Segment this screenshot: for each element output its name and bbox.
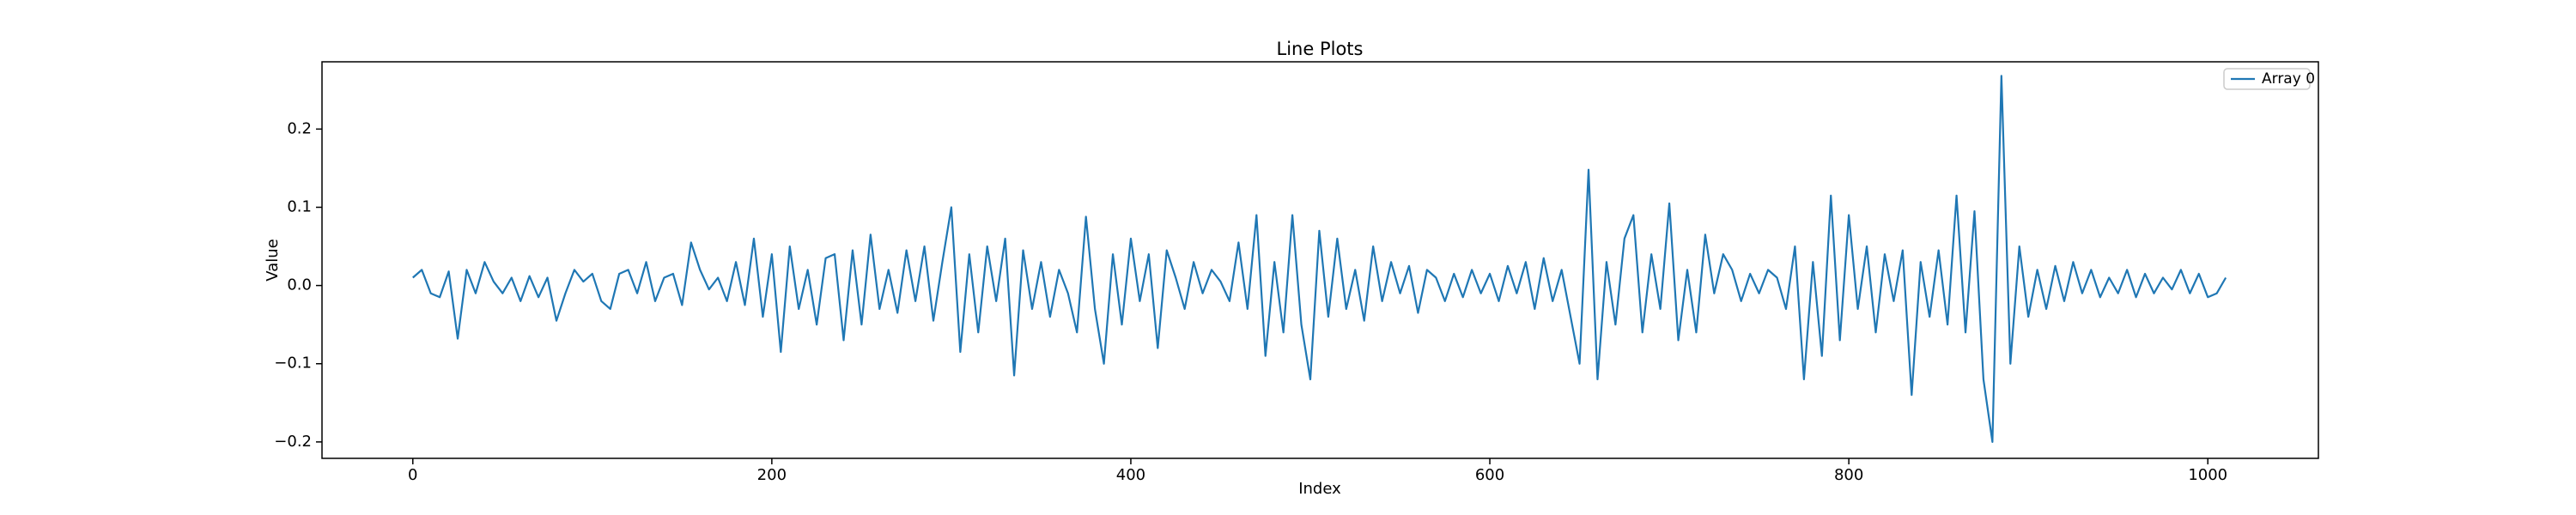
y-tick-label: 0.2 [287,119,312,137]
x-tick-label: 600 [1475,466,1504,484]
plot-frame [321,61,2319,459]
x-tick-label: 0 [408,466,417,484]
legend-label: Array 0 [2262,70,2315,88]
x-tick-label: 200 [757,466,787,484]
y-tick-label: 0.1 [287,197,312,215]
y-tick-label: −0.2 [274,433,312,451]
x-tick-label: 400 [1116,466,1145,484]
y-tick-label: −0.1 [274,354,312,373]
x-axis-label: Index [1298,480,1341,498]
line-series [412,75,2227,443]
y-axis-label: Value [264,239,282,281]
legend-box [2223,68,2311,90]
x-tick-label: 1000 [2188,466,2227,484]
chart-title: Line Plots [1277,39,1364,59]
y-tick-label: 0.0 [287,276,312,294]
x-tick-label: 800 [1834,466,1863,484]
